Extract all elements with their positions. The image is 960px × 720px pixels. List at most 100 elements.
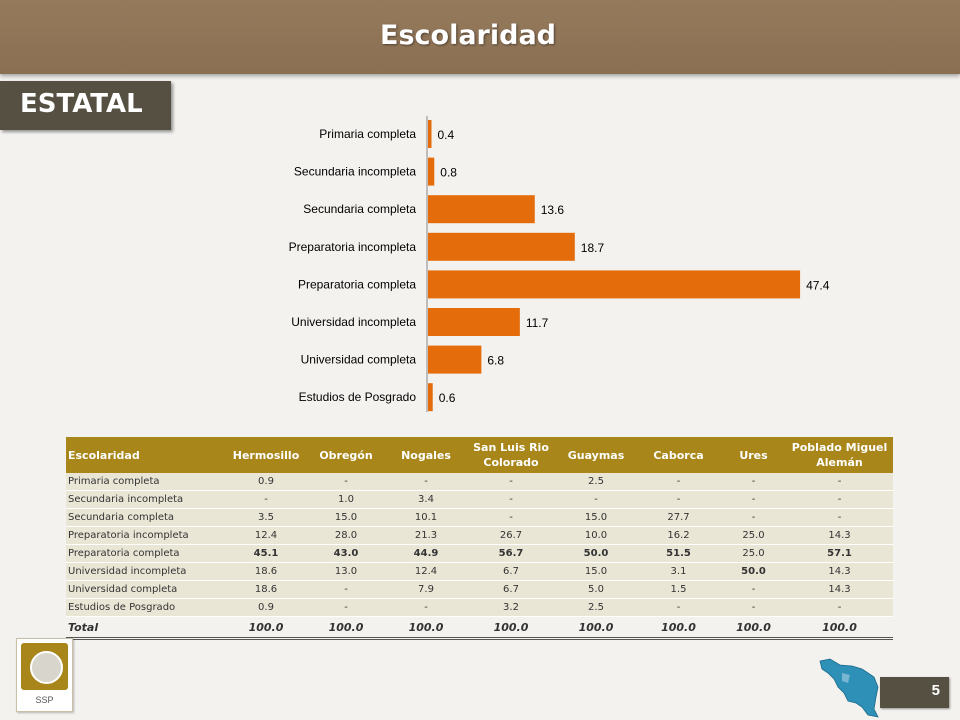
table-cell: 3.4 bbox=[386, 490, 466, 509]
table-cell: 5.0 bbox=[556, 580, 636, 599]
table-cell: 10.1 bbox=[386, 508, 466, 527]
table-row: Preparatoria incompleta 12.4 28.0 21.3 26.7 1… bbox=[66, 526, 893, 545]
education-bar-chart: Primaria completa 0.4 Secundaria incomplet… bbox=[289, 116, 830, 412]
page-number: 5 bbox=[931, 682, 940, 699]
column-header: Guaymas bbox=[556, 437, 636, 473]
table-cell: 6.7 bbox=[466, 562, 556, 581]
table-cell: - bbox=[386, 473, 466, 491]
total-cell: 100.0 bbox=[466, 616, 556, 640]
bar bbox=[428, 195, 535, 224]
ssp-logo: SSP bbox=[16, 638, 73, 712]
bar bbox=[428, 308, 520, 336]
table-cell: - bbox=[306, 473, 386, 491]
table-cell: 44.9 bbox=[386, 544, 466, 563]
table-row: Secundaria completa 3.5 15.0 10.1-15.0 27.7-… bbox=[66, 508, 893, 527]
table-cell: 18.6 bbox=[226, 562, 306, 581]
table-row: Secundaria incompleta -1.0 3.4- - - - - bbox=[66, 490, 893, 509]
table-cell: 13.0 bbox=[306, 562, 386, 581]
table-cell: 15.0 bbox=[306, 508, 386, 527]
column-header: Poblado Miguel Alemán bbox=[786, 437, 893, 473]
column-header: Ures bbox=[721, 437, 786, 473]
bar bbox=[428, 157, 435, 186]
table-row: Universidad incompleta 18.6 13.0 12.4 6.7 15.… bbox=[66, 562, 893, 581]
table-cell: 7.9 bbox=[386, 580, 466, 599]
table-cell: 10.0 bbox=[556, 526, 636, 545]
column-header: Obregón bbox=[306, 437, 386, 473]
column-header: Hermosillo bbox=[226, 437, 306, 473]
column-header: Nogales bbox=[386, 437, 466, 473]
table-cell: 1.5 bbox=[636, 580, 721, 599]
table-cell: Primaria completa bbox=[66, 473, 226, 491]
table-cell: Universidad incompleta bbox=[66, 562, 226, 581]
table-total-row: Total 100.0 100.0 100.0 100.0 100.0 100.0 100.0… bbox=[66, 616, 893, 640]
table-cell: 25.0 bbox=[721, 544, 786, 563]
table-cell: 51.5 bbox=[636, 544, 721, 563]
table-cell: Universidad completa bbox=[66, 580, 226, 599]
table-cell: - bbox=[226, 490, 306, 509]
table-cell: - bbox=[466, 473, 556, 491]
table-cell: 2.5 bbox=[556, 598, 636, 617]
data-label: 0.4 bbox=[438, 128, 455, 142]
data-label: 6.8 bbox=[487, 354, 504, 368]
table-cell: - bbox=[386, 598, 466, 617]
table-cell: - bbox=[636, 490, 721, 509]
total-cell: Total bbox=[66, 616, 226, 640]
table-cell: 2.5 bbox=[556, 473, 636, 491]
total-cell: 100.0 bbox=[721, 616, 786, 640]
total-cell: 100.0 bbox=[226, 616, 306, 640]
category-label: Preparatoria completa bbox=[298, 277, 416, 291]
table-cell: - bbox=[721, 490, 786, 509]
table-cell: - bbox=[636, 598, 721, 617]
education-table: Escolaridad Hermosillo Obregón Nogales San L… bbox=[66, 437, 893, 640]
table-cell: Estudios de Posgrado bbox=[66, 598, 226, 617]
table-row: Preparatoria completa 45.1 43.0 44.9 56.7 50.… bbox=[66, 544, 893, 563]
table-cell: - bbox=[721, 580, 786, 599]
table-cell: 28.0 bbox=[306, 526, 386, 545]
education-table-container: Escolaridad Hermosillo Obregón Nogales San L… bbox=[66, 437, 893, 640]
category-label: Preparatoria incompleta bbox=[289, 240, 417, 254]
table-cell: 3.1 bbox=[636, 562, 721, 581]
table-cell: 45.1 bbox=[226, 544, 306, 563]
table-cell: 12.4 bbox=[226, 526, 306, 545]
category-label: Secundaria completa bbox=[303, 202, 416, 216]
total-cell: 100.0 bbox=[306, 616, 386, 640]
table-cell: 15.0 bbox=[556, 508, 636, 527]
table-cell: 14.3 bbox=[786, 580, 893, 599]
table-cell: - bbox=[721, 508, 786, 527]
slide-title: Escolaridad bbox=[380, 20, 556, 51]
state-label: ESTATAL bbox=[20, 89, 143, 119]
table-cell: 12.4 bbox=[386, 562, 466, 581]
data-label: 47.4 bbox=[806, 278, 830, 292]
table-cell: - bbox=[786, 473, 893, 491]
table-cell: 43.0 bbox=[306, 544, 386, 563]
table-row: Universidad completa 18.6-7.9 6.7 5.0 1.5-14… bbox=[66, 580, 893, 599]
table-cell: 0.9 bbox=[226, 598, 306, 617]
logo-text: SSP bbox=[35, 695, 54, 705]
table-cell: - bbox=[786, 508, 893, 527]
table-cell: 57.1 bbox=[786, 544, 893, 563]
table-cell: Preparatoria completa bbox=[66, 544, 226, 563]
table-cell: - bbox=[556, 490, 636, 509]
table-cell: Secundaria incompleta bbox=[66, 490, 226, 509]
data-label: 13.6 bbox=[541, 203, 565, 217]
total-cell: 100.0 bbox=[786, 616, 893, 640]
table-cell: Preparatoria incompleta bbox=[66, 526, 226, 545]
category-label: Primaria completa bbox=[319, 127, 416, 141]
table-cell: - bbox=[786, 598, 893, 617]
table-cell: - bbox=[721, 598, 786, 617]
state-badge: ESTATAL bbox=[0, 81, 171, 130]
table-row: Estudios de Posgrado 0.9- -3.2 2.5- - - bbox=[66, 598, 893, 617]
table-cell: 50.0 bbox=[556, 544, 636, 563]
slide-header: Escolaridad bbox=[0, 0, 960, 74]
category-label: Secundaria incompleta bbox=[294, 165, 416, 179]
bar bbox=[428, 345, 482, 374]
table-cell: 21.3 bbox=[386, 526, 466, 545]
table-row: Primaria completa 0.9- - -2.5- - - bbox=[66, 473, 893, 491]
table-cell: 6.7 bbox=[466, 580, 556, 599]
table-cell: 18.6 bbox=[226, 580, 306, 599]
table-cell: 56.7 bbox=[466, 544, 556, 563]
category-label: Estudios de Posgrado bbox=[299, 390, 417, 404]
data-label: 11.7 bbox=[526, 316, 549, 330]
table-cell: - bbox=[306, 598, 386, 617]
table-cell: 50.0 bbox=[721, 562, 786, 581]
